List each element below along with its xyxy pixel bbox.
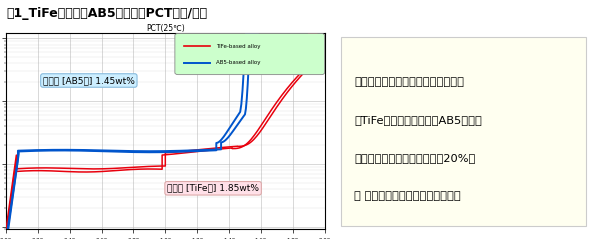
Text: 吸蔵量 [TiFe系] 1.85wt%: 吸蔵量 [TiFe系] 1.85wt%: [167, 184, 259, 193]
Text: 製TiFe系合金は従来型のAB5系合金: 製TiFe系合金は従来型のAB5系合金: [354, 115, 482, 125]
Text: AB5-based alloy: AB5-based alloy: [216, 60, 261, 65]
Text: 一例として、常温大気圧付近で当社: 一例として、常温大気圧付近で当社: [354, 76, 464, 87]
Title: PCT(25℃): PCT(25℃): [146, 24, 185, 33]
Text: TiFe-based alloy: TiFe-based alloy: [216, 44, 261, 49]
Text: と比較して、重量ベースで約20%以: と比較して、重量ベースで約20%以: [354, 153, 475, 163]
Text: 上 水素貯蔵量の増加が可能です。: 上 水素貯蔵量の増加が可能です。: [354, 191, 461, 201]
FancyBboxPatch shape: [175, 33, 325, 75]
Text: 図1_TiFe系合金とAB5系合金のPCT比較/一例: 図1_TiFe系合金とAB5系合金のPCT比較/一例: [6, 7, 207, 20]
FancyBboxPatch shape: [341, 37, 586, 226]
Text: 吸蔵量 [AB5系] 1.45wt%: 吸蔵量 [AB5系] 1.45wt%: [43, 76, 135, 85]
